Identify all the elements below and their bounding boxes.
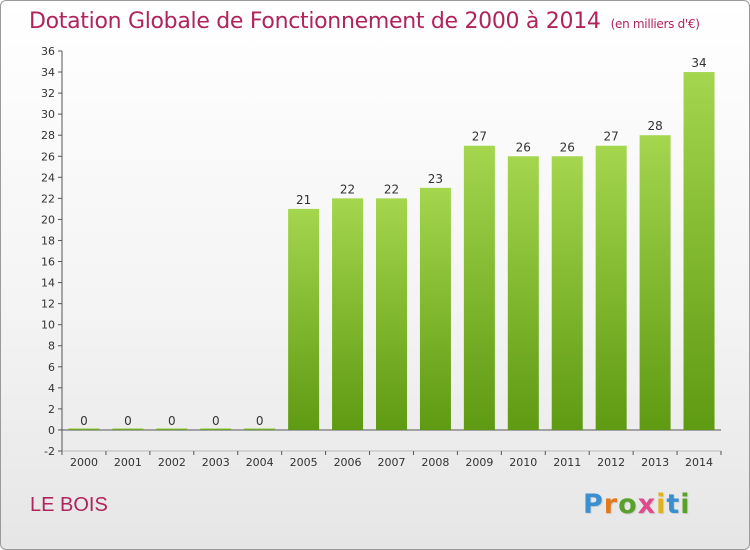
data-label: 0 xyxy=(124,414,132,428)
y-tick-label: 26 xyxy=(41,150,55,163)
y-tick-label: 32 xyxy=(41,87,55,100)
data-label: 22 xyxy=(384,182,399,196)
bar xyxy=(288,208,320,430)
y-tick-label: 6 xyxy=(48,361,55,374)
bar xyxy=(419,187,451,430)
bar xyxy=(639,135,671,430)
x-tick-label: 2006 xyxy=(334,456,362,469)
bar xyxy=(551,156,583,430)
bar xyxy=(332,198,364,430)
y-tick-label: 2 xyxy=(48,403,55,416)
x-tick-label: 2009 xyxy=(465,456,493,469)
brand-letter: x xyxy=(637,489,657,520)
data-label: 0 xyxy=(168,414,176,428)
bar xyxy=(244,428,276,430)
data-label: 34 xyxy=(691,56,706,70)
bar xyxy=(683,72,715,430)
data-label: 23 xyxy=(428,172,443,186)
brand-letter: P xyxy=(583,489,604,520)
brand-logo: Proxiti xyxy=(583,489,691,520)
x-tick-label: 2011 xyxy=(553,456,581,469)
brand-letter: o xyxy=(618,489,638,520)
chart-subtitle: (en milliers d'€) xyxy=(610,17,700,31)
data-label: 21 xyxy=(296,193,311,207)
y-tick-label: 20 xyxy=(41,213,55,226)
data-label: 0 xyxy=(80,414,88,428)
x-tick-label: 2005 xyxy=(290,456,318,469)
brand-letter: t xyxy=(666,489,681,520)
x-tick-label: 2014 xyxy=(685,456,713,469)
y-tick-label: 30 xyxy=(41,108,55,121)
y-tick-label: 34 xyxy=(41,66,55,79)
x-tick-label: 2008 xyxy=(421,456,449,469)
bar xyxy=(200,428,232,430)
chart-title-text: Dotation Globale de Fonctionnement de 20… xyxy=(29,9,601,34)
bar xyxy=(595,145,627,430)
y-tick-label: 28 xyxy=(41,129,55,142)
x-axis: 2000 2001 2002 2003 2004 2005 2006 2007 2008 2009… xyxy=(61,429,722,469)
y-tick-label: 24 xyxy=(41,171,55,184)
y-tick-label: 22 xyxy=(41,192,55,205)
x-tick-label: 2003 xyxy=(202,456,230,469)
y-tick-label: 8 xyxy=(48,340,55,353)
data-label: 22 xyxy=(340,182,355,196)
y-tick-label: -2 xyxy=(44,445,55,458)
data-label: 0 xyxy=(256,414,264,428)
bar xyxy=(463,145,495,430)
data-label: 0 xyxy=(212,414,220,428)
data-label: 27 xyxy=(604,130,619,144)
bars: 0 0 0 0 0 21 22 22 23 27 26 26 27 28 34 xyxy=(68,56,715,430)
y-tick-label: 4 xyxy=(48,382,55,395)
x-tick-label: 2002 xyxy=(158,456,186,469)
y-tick-label: 16 xyxy=(41,256,55,269)
y-tick-label: 36 xyxy=(41,45,55,58)
x-tick-label: 2013 xyxy=(641,456,669,469)
brand-letter: i xyxy=(656,489,667,520)
place-name: LE BOIS xyxy=(30,494,108,516)
data-label: 26 xyxy=(516,140,531,154)
x-tick-label: 2012 xyxy=(597,456,625,469)
x-tick-label: 2000 xyxy=(70,456,98,469)
y-tick-label: 14 xyxy=(41,277,55,290)
y-tick-label: 10 xyxy=(41,319,55,332)
bar xyxy=(112,428,144,430)
bar xyxy=(156,428,188,430)
x-tick-label: 2001 xyxy=(114,456,142,469)
x-tick-label: 2007 xyxy=(378,456,406,469)
x-tick-label: 2004 xyxy=(246,456,274,469)
chart-title: Dotation Globale de Fonctionnement de 20… xyxy=(29,9,700,34)
brand-letter: r xyxy=(603,489,619,520)
data-label: 27 xyxy=(472,130,487,144)
y-tick-label: 18 xyxy=(41,234,55,247)
bar xyxy=(376,198,407,430)
bar xyxy=(68,428,100,430)
brand-letter: i xyxy=(680,489,691,520)
bar xyxy=(507,156,539,430)
y-tick-label: 0 xyxy=(48,424,55,437)
data-label: 26 xyxy=(560,140,575,154)
data-label: 28 xyxy=(647,119,662,133)
x-tick-label: 2010 xyxy=(509,456,537,469)
y-tick-label: 12 xyxy=(41,298,55,311)
